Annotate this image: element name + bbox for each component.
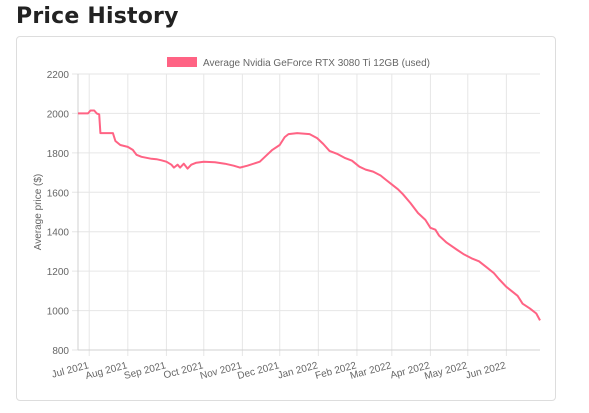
x-tick-label: Jun 2022: [465, 360, 508, 381]
y-tick-label: 1600: [47, 188, 70, 199]
x-tick-label: Sep 2021: [123, 360, 168, 382]
y-tick-label: 1200: [47, 267, 70, 278]
series-line-0: [78, 109, 541, 321]
legend-swatch[interactable]: [167, 57, 197, 67]
grid-lines: [72, 73, 540, 356]
x-tick-label: May 2022: [423, 360, 469, 382]
price-history-chart-card: 800 1000 1200 1400 1600 1800 2000 2200 Jul 2021 A…: [16, 36, 556, 401]
x-tick-label: Dec 2021: [236, 360, 281, 382]
legend-label[interactable]: Average Nvidia GeForce RTX 3080 Ti 12GB …: [203, 58, 430, 69]
y-axis-title: Average price ($): [33, 174, 44, 251]
y-tick-label: 2000: [47, 109, 70, 120]
legend[interactable]: Average Nvidia GeForce RTX 3080 Ti 12GB …: [167, 57, 430, 69]
series-layer: [78, 109, 541, 321]
y-tick-label: 800: [52, 346, 69, 357]
y-tick-label: 1800: [47, 149, 70, 160]
y-tick-label: 1000: [47, 307, 70, 318]
y-tick-label: 1400: [47, 228, 70, 239]
y-tick-label: 2200: [47, 70, 70, 81]
page-title: Price History: [16, 4, 179, 29]
